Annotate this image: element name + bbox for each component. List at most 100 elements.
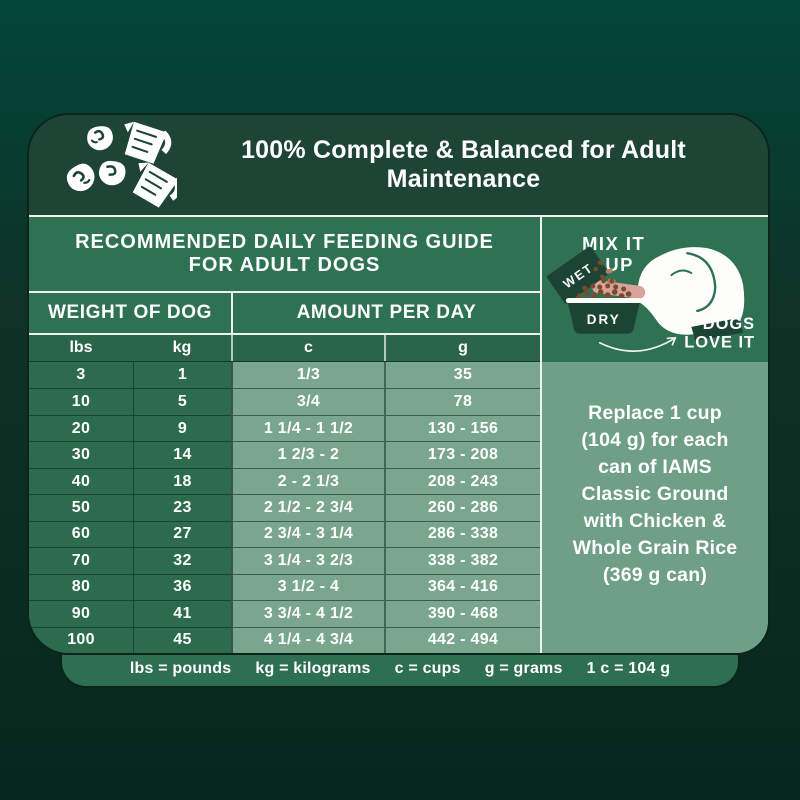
cell-weight-kg: 41 xyxy=(133,600,231,627)
cell-amount-cups: 2 - 2 1/3 xyxy=(231,467,384,495)
cell-weight-kg: 14 xyxy=(133,441,231,468)
dog-eye xyxy=(670,269,693,277)
cell-amount-grams: 286 - 338 xyxy=(384,520,540,548)
feeding-guide-panel: 100% Complete & Balanced for Adult Maint… xyxy=(27,113,770,655)
bowl-body xyxy=(567,302,640,334)
main-title: 100% Complete & Balanced for Adult Maint… xyxy=(241,136,686,193)
cell-amount-grams: 364 - 416 xyxy=(384,573,540,601)
replace-note: Replace 1 cup (104 g) for each can of IAMS… xyxy=(542,362,768,653)
curved-arrow-icon xyxy=(598,336,677,352)
legend-items: lbs = pounds kg = kilograms c = cups g = gr… xyxy=(130,660,670,678)
cell-weight-kg: 45 xyxy=(133,626,231,653)
cell-amount-grams: 173 - 208 xyxy=(384,441,540,468)
table-row: 20 9 1 1/4 - 1 1/2 130 - 156 xyxy=(29,414,540,442)
table-rows: 3 1 1/3 35 10 5 3/4 78 20 9 1 1/4 - 1 1/… xyxy=(29,362,540,653)
cell-amount-cups: 2 1/2 - 2 3/4 xyxy=(231,494,384,521)
replace-note-line: can of IAMS xyxy=(598,456,712,478)
mix-it-up-illustration: MIX IT UP WET xyxy=(542,217,768,362)
panel-header: 100% Complete & Balanced for Adult Maint… xyxy=(29,115,768,215)
replace-note-line: Whole Grain Rice xyxy=(572,537,738,559)
feeding-table: RECOMMENDED DAILY FEEDING GUIDE FOR ADUL… xyxy=(29,217,540,653)
unit-header-cups: c xyxy=(231,335,384,361)
dry-label: DRY xyxy=(587,312,621,327)
cell-weight-kg: 9 xyxy=(133,414,231,442)
dogs-text: DOGS xyxy=(703,315,755,333)
cell-amount-cups: 1 2/3 - 2 xyxy=(231,441,384,468)
cell-amount-grams: 442 - 494 xyxy=(384,626,540,653)
cell-weight-lbs: 100 xyxy=(29,626,133,653)
column-group-amount-per-day: AMOUNT PER DAY xyxy=(296,302,477,323)
cell-weight-lbs: 80 xyxy=(29,573,133,601)
cell-weight-kg: 18 xyxy=(133,467,231,495)
cell-amount-grams: 78 xyxy=(384,388,540,415)
dry-food-bowl-icon: DRY xyxy=(565,278,642,334)
cell-weight-lbs: 60 xyxy=(29,520,133,548)
replace-note-line: Classic Ground xyxy=(581,483,729,505)
cell-weight-kg: 27 xyxy=(133,520,231,548)
kibble-icon xyxy=(66,163,95,192)
cell-amount-cups: 3 1/2 - 4 xyxy=(231,573,384,601)
cell-weight-lbs: 50 xyxy=(29,494,133,521)
cell-amount-cups: 3 3/4 - 4 1/2 xyxy=(231,600,384,627)
unit-header-kg: kg xyxy=(172,339,192,356)
replace-note-lines: Replace 1 cup (104 g) for each can of IAMS… xyxy=(573,400,738,589)
table-row: 40 18 2 - 2 1/3 208 - 243 xyxy=(29,467,540,495)
cell-amount-grams: 338 - 382 xyxy=(384,547,540,574)
table-row: 80 36 3 1/2 - 4 364 - 416 xyxy=(29,573,540,601)
kibble-mound xyxy=(577,278,632,299)
kibble-and-measuring-cups-icon xyxy=(66,121,177,208)
measuring-cup-icon xyxy=(132,162,177,208)
table-row: 90 41 3 3/4 - 4 1/2 390 - 468 xyxy=(29,600,540,627)
dog-collar xyxy=(691,317,744,341)
mix-it-text: MIX IT xyxy=(582,233,645,254)
cell-amount-cups: 1 1/4 - 1 1/2 xyxy=(231,414,384,442)
column-group-weight-of-dog: WEIGHT OF DOG xyxy=(29,293,233,333)
cell-amount-cups: 1/3 xyxy=(231,362,384,389)
guide-title-line1: RECOMMENDED DAILY FEEDING GUIDE xyxy=(75,231,494,253)
table-row: 50 23 2 1/2 - 2 3/4 260 - 286 xyxy=(29,494,540,521)
column-group-headers: WEIGHT OF DOG AMOUNT PER DAY xyxy=(29,293,540,335)
sidebar: MIX IT UP WET xyxy=(540,217,768,653)
kibble-icon xyxy=(98,160,126,186)
wet-food-can-icon: WET xyxy=(546,246,609,304)
unit-header-row: lbs kg c g xyxy=(29,335,540,362)
cell-weight-lbs: 20 xyxy=(29,414,133,442)
cell-amount-grams: 208 - 243 xyxy=(384,467,540,495)
guide-title: RECOMMENDED DAILY FEEDING GUIDE FOR ADUL… xyxy=(29,217,540,293)
kibble-icon xyxy=(87,126,113,151)
table-row: 100 45 4 1/4 - 4 3/4 442 - 494 xyxy=(29,626,540,653)
panel-body: RECOMMENDED DAILY FEEDING GUIDE FOR ADUL… xyxy=(29,215,768,653)
legend-item: kg = kilograms xyxy=(255,660,371,677)
cell-weight-lbs: 10 xyxy=(29,388,133,415)
cell-amount-grams: 130 - 156 xyxy=(384,414,540,442)
cell-weight-lbs: 70 xyxy=(29,547,133,574)
dog-ear-outline xyxy=(686,251,717,313)
cell-amount-grams: 260 - 286 xyxy=(384,494,540,521)
cell-amount-cups: 3 1/4 - 3 2/3 xyxy=(231,547,384,574)
cell-weight-kg: 5 xyxy=(133,388,231,415)
unit-header-grams: g xyxy=(384,335,540,361)
cell-weight-lbs: 90 xyxy=(29,600,133,627)
cell-weight-kg: 32 xyxy=(133,547,231,574)
bowl-rim xyxy=(565,297,642,303)
guide-title-line2: FOR ADULT DOGS xyxy=(188,254,381,276)
measuring-cup-icon xyxy=(124,121,172,164)
unit-header-lbs: lbs xyxy=(69,339,93,356)
cell-amount-grams: 390 - 468 xyxy=(384,600,540,627)
cell-weight-lbs: 3 xyxy=(29,362,133,389)
dog-tongue xyxy=(591,280,646,299)
replace-note-line: with Chicken & xyxy=(583,510,727,532)
cell-weight-lbs: 30 xyxy=(29,441,133,468)
table-row: 70 32 3 1/4 - 3 2/3 338 - 382 xyxy=(29,547,540,574)
legend-item: g = grams xyxy=(484,660,563,677)
cell-amount-cups: 4 1/4 - 4 3/4 xyxy=(231,626,384,653)
cell-weight-lbs: 40 xyxy=(29,467,133,495)
cell-amount-cups: 3/4 xyxy=(231,388,384,415)
legend-item: c = cups xyxy=(394,660,461,677)
cell-weight-kg: 23 xyxy=(133,494,231,521)
replace-note-line: Replace 1 cup xyxy=(588,402,722,424)
legend-item: lbs = pounds xyxy=(129,660,232,677)
love-it-text: LOVE IT xyxy=(684,334,755,352)
cell-weight-kg: 1 xyxy=(133,362,231,389)
